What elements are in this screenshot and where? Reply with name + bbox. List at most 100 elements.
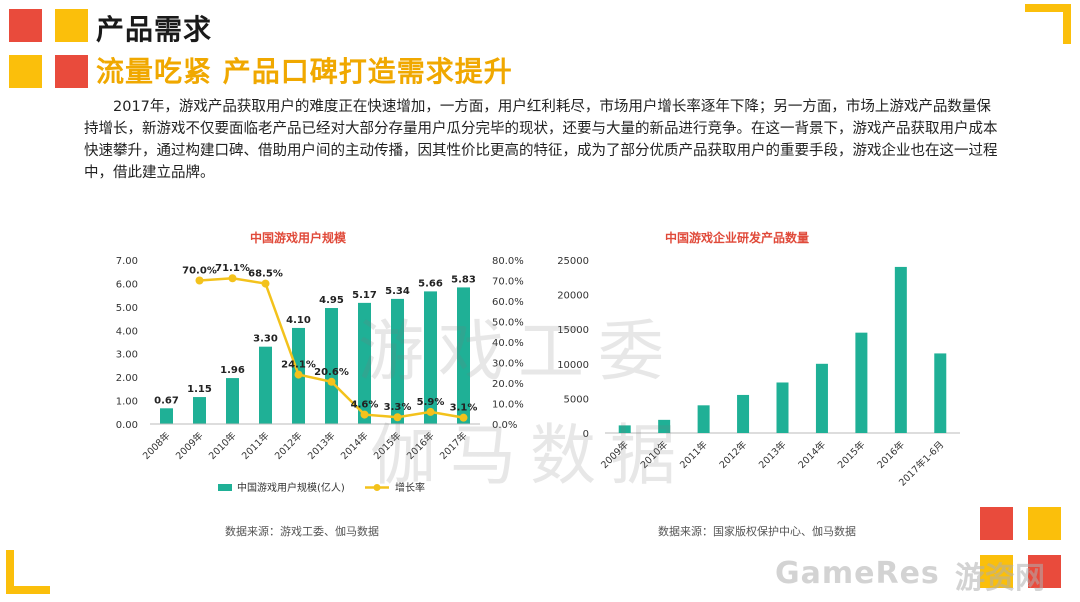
- y2-tick-label: 50.0%: [492, 318, 524, 329]
- x-tick-label: 2014年: [338, 429, 371, 462]
- y-tick-label: 25000: [557, 256, 589, 267]
- y-tick-label: 15000: [557, 325, 589, 336]
- bar-value-label: 5.66: [418, 278, 443, 289]
- chart1-source: 数据来源：游戏工委、伽马数据: [225, 525, 379, 538]
- y2-tick-label: 10.0%: [492, 400, 524, 411]
- growth-rate-label: 20.6%: [314, 367, 349, 378]
- growth-rate-label: 5.9%: [417, 397, 445, 408]
- chart2-title: 中国游戏企业研发产品数量: [665, 231, 810, 245]
- x-tick-label: 2014年: [796, 438, 829, 471]
- y-tick-label: 1.00: [116, 397, 138, 408]
- y2-tick-label: 70.0%: [492, 277, 524, 288]
- bar: [457, 287, 470, 424]
- deco-square-yellow-br2: [980, 555, 1013, 588]
- deco-square-yellow-tl2: [9, 55, 42, 88]
- growth-rate-label: 3.1%: [450, 403, 478, 414]
- y2-tick-label: 40.0%: [492, 338, 524, 349]
- legend-line-label: 增长率: [395, 481, 425, 494]
- intro-paragraph-text: 2017年，游戏产品获取用户的难度正在快速增加，一方面，用户红利耗尽，市场用户增…: [84, 99, 998, 181]
- page-title: 产品需求: [96, 13, 213, 46]
- bar: [618, 425, 631, 433]
- y2-tick-label: 20.0%: [492, 379, 524, 390]
- y2-tick-label: 60.0%: [492, 297, 524, 308]
- x-tick-label: 2013年: [756, 438, 789, 471]
- bar-value-label: 5.34: [385, 286, 410, 297]
- bar: [358, 302, 371, 424]
- deco-square-red-tl: [9, 9, 42, 42]
- deco-square-yellow-tl: [55, 9, 88, 42]
- deco-square-red-br: [980, 507, 1013, 540]
- bar-value-label: 1.15: [187, 384, 212, 395]
- y-tick-label: 4.00: [116, 326, 138, 337]
- bar: [894, 266, 907, 433]
- x-tick-label: 2012年: [272, 429, 305, 462]
- growth-rate-point: [360, 410, 369, 419]
- x-tick-label: 2008年: [140, 429, 173, 462]
- bar: [658, 419, 671, 433]
- bar: [259, 346, 272, 424]
- x-tick-label: 2013年: [305, 429, 338, 462]
- y-tick-label: 20000: [557, 291, 589, 302]
- bar: [424, 291, 437, 424]
- bar: [737, 394, 750, 433]
- y-tick-label: 0.00: [116, 420, 138, 431]
- deco-square-red-br2: [1028, 555, 1061, 588]
- deco-bracket-bottom-left: [6, 550, 50, 594]
- legend-bar-label: 中国游戏用户规模(亿人): [237, 481, 345, 494]
- x-tick-label: 2009年: [173, 429, 206, 462]
- x-tick-label: 2017年: [437, 429, 470, 462]
- bar-value-label: 4.95: [319, 295, 344, 306]
- y-tick-label: 10000: [557, 360, 589, 371]
- bar-value-label: 0.67: [154, 395, 179, 406]
- bar: [776, 382, 789, 433]
- bar: [325, 308, 338, 424]
- y-tick-label: 3.00: [116, 350, 138, 361]
- watermark-brand-cn: 游资网: [955, 561, 1045, 596]
- x-tick-label: 2015年: [371, 429, 404, 462]
- growth-rate-point: [459, 413, 468, 422]
- growth-rate-label: 4.6%: [351, 400, 379, 411]
- y2-tick-label: 30.0%: [492, 359, 524, 370]
- growth-rate-label: 68.5%: [248, 269, 283, 280]
- growth-rate-point: [261, 279, 270, 288]
- chart2-source: 数据来源：国家版权保护中心、伽马数据: [658, 525, 856, 538]
- x-tick-label: 2016年: [404, 429, 437, 462]
- bar-value-label: 5.83: [451, 274, 476, 285]
- bar-value-label: 5.17: [352, 290, 377, 301]
- growth-rate-label: 24.1%: [281, 360, 316, 371]
- x-tick-label: 2010年: [638, 438, 671, 471]
- legend-line-marker: [373, 484, 381, 491]
- bar-value-label: 3.30: [253, 334, 278, 345]
- growth-rate-label: 70.0%: [182, 266, 217, 277]
- bar: [226, 378, 239, 424]
- watermark-brand-latin: GameRes: [775, 556, 940, 591]
- chart1-title: 中国游戏用户规模: [250, 231, 347, 245]
- x-tick-label: 2015年: [835, 438, 868, 471]
- growth-rate-point: [327, 377, 336, 386]
- x-tick-label: 2016年: [875, 438, 908, 471]
- x-tick-label: 2009年: [599, 438, 632, 471]
- deco-bracket-top-right: [1025, 4, 1071, 44]
- x-tick-label: 2011年: [677, 438, 710, 471]
- x-tick-label: 2011年: [239, 429, 272, 462]
- y-tick-label: 7.00: [116, 256, 138, 267]
- y2-tick-label: 80.0%: [492, 256, 524, 267]
- bar: [815, 363, 828, 433]
- x-tick-label: 2012年: [717, 438, 750, 471]
- growth-rate-label: 71.1%: [215, 263, 250, 274]
- chart-user-scale: 0.00 1.00 2.00 3.00 4.00 5.00 6.00 7.00 0.0% 10.0…: [116, 256, 524, 494]
- growth-rate-label: 3.3%: [384, 402, 412, 413]
- y-tick-label: 6.00: [116, 279, 138, 290]
- bar: [391, 298, 404, 424]
- y-tick-label: 5.00: [116, 303, 138, 314]
- growth-rate-point: [393, 413, 402, 422]
- chart-rnd-products: 0 5000 10000 15000 20000 25000 2009年 2010年 2011年…: [557, 256, 960, 489]
- bar: [697, 405, 710, 433]
- x-tick-label: 2010年: [206, 429, 239, 462]
- bar-value-label: 4.10: [286, 315, 311, 326]
- growth-rate-point: [294, 370, 303, 379]
- y-tick-label: 5000: [564, 394, 589, 405]
- bar: [160, 408, 173, 424]
- y-tick-label: 0: [583, 429, 589, 440]
- y-tick-label: 2.00: [116, 373, 138, 384]
